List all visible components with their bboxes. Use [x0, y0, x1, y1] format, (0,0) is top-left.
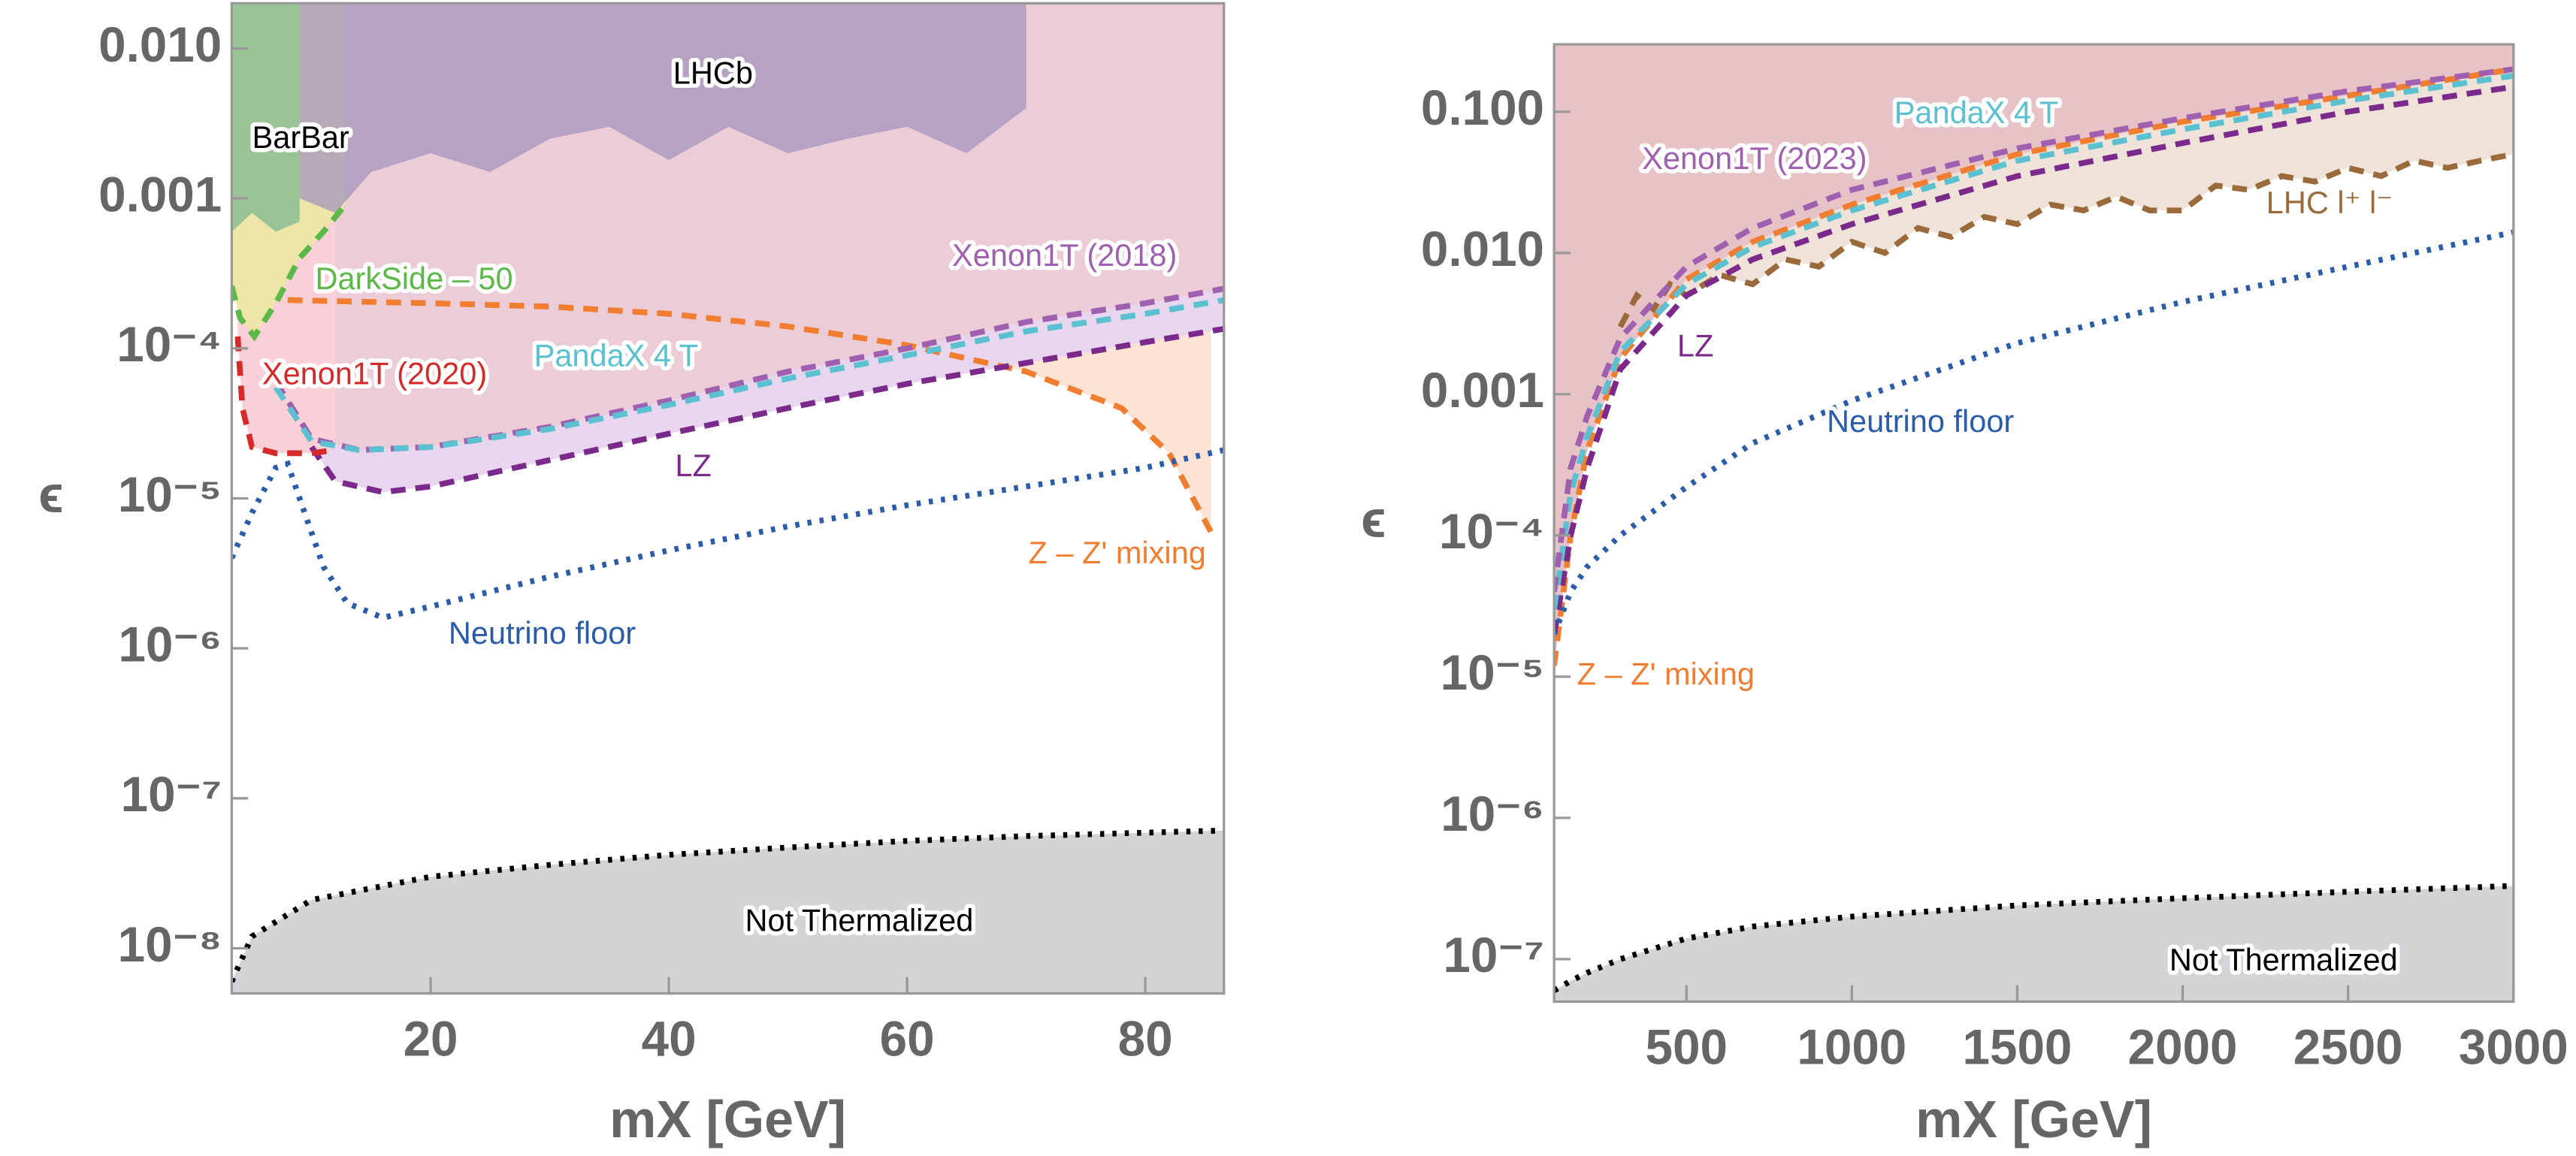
- x-tick-label: 20: [404, 1011, 458, 1066]
- curve: [231, 447, 1224, 621]
- plot-area: [1554, 44, 2514, 1002]
- y-axis-label: ϵ: [1361, 490, 1386, 548]
- panel: 500 1000 1500 2000 2500 3000 0.100 0.010 0.001 10…: [1361, 43, 2568, 1148]
- curve: [231, 827, 1224, 983]
- curve: [1554, 66, 2514, 666]
- y-tick-label: 0.100: [1421, 80, 1544, 135]
- x-tick-label: 40: [642, 1011, 697, 1066]
- plot-frame: [1553, 43, 2515, 1004]
- curve-label: DarkSide – 50: [315, 261, 512, 296]
- x-tick-label: 60: [880, 1011, 935, 1066]
- x-tick-label: 2500: [2293, 1019, 2403, 1074]
- curve-label: BarBar: [252, 119, 349, 155]
- plot-area: [231, 3, 1224, 994]
- x-tick-label: 500: [1646, 1019, 1728, 1074]
- y-tick-label: 10⁻⁸: [118, 917, 222, 972]
- x-tick-label: 1500: [1963, 1019, 2073, 1074]
- y-tick-label: 10⁻⁵: [1441, 645, 1544, 700]
- curve-label: Not Thermalized: [745, 903, 974, 938]
- curve-label: LHC l⁺ l⁻: [2266, 185, 2393, 220]
- region-fill: [1554, 886, 2514, 1002]
- y-tick-label: 0.001: [1421, 363, 1544, 418]
- curve-label: Z – Z' mixing: [1577, 656, 1755, 692]
- curve: [309, 326, 1224, 496]
- region-fill: [231, 3, 300, 232]
- y-axis-label: ϵ: [38, 465, 63, 524]
- y-tick-label: 10⁻⁵: [118, 467, 222, 522]
- curve-label: LZ: [1677, 327, 1713, 363]
- y-tick-label: 10⁻⁶: [118, 617, 222, 672]
- curve-label: LZ: [675, 448, 711, 483]
- curve-label: Not Thermalized: [2169, 942, 2398, 977]
- curve-label: Xenon1T (2020): [262, 356, 487, 391]
- curve: [1554, 883, 2514, 993]
- region-fill: [231, 830, 1224, 994]
- region-fill: [299, 3, 1026, 213]
- y-tick-label: 10⁻⁷: [121, 767, 222, 822]
- curve-label: PandaX 4 T: [534, 338, 699, 373]
- curve-label: Neutrino floor: [1827, 403, 2014, 439]
- y-tick-label: 10⁻⁷: [1443, 928, 1544, 982]
- curve: [1617, 151, 2514, 328]
- curve: [1554, 72, 2514, 610]
- region-fill: [1554, 44, 2514, 666]
- panel: 20 40 60 80 0.010 0.001 10⁻⁴ 10⁻⁵ 10⁻⁶ 10⁻⁷ 10⁻⁸ mX…: [38, 2, 1226, 1148]
- x-tick-label: 2000: [2128, 1019, 2238, 1074]
- y-tick-label: 10⁻⁶: [1441, 786, 1544, 841]
- y-tick-label: 0.010: [1421, 222, 1544, 276]
- curve-label: PandaX 4 T: [1894, 95, 2059, 130]
- x-axis-label: mX [GeV]: [609, 1090, 846, 1148]
- curve: [1554, 66, 2514, 593]
- curve-label: Z – Z' mixing: [1028, 535, 1205, 570]
- x-tick-label: 3000: [2459, 1019, 2568, 1074]
- x-tick-label: 80: [1118, 1011, 1173, 1066]
- x-tick-label: 1000: [1797, 1019, 1906, 1074]
- curve-label: LHCb: [673, 56, 753, 91]
- curve-label: Neutrino floor: [449, 615, 636, 650]
- curve-label: Xenon1T (2023): [1642, 140, 1867, 176]
- y-tick-label: 0.010: [98, 17, 222, 72]
- y-tick-label: 10⁻⁴: [1439, 504, 1544, 559]
- curve: [273, 297, 1224, 453]
- curve: [234, 336, 336, 457]
- curve: [231, 203, 347, 342]
- curve: [273, 285, 1224, 453]
- curve: [287, 297, 1214, 533]
- curve: [1554, 229, 2514, 635]
- curve-label: Xenon1T (2018): [952, 237, 1177, 273]
- curve: [1554, 83, 2514, 635]
- y-tick-label: 10⁻⁴: [116, 317, 222, 372]
- x-axis-label: mX [GeV]: [1915, 1090, 2152, 1148]
- y-tick-label: 0.001: [98, 167, 222, 222]
